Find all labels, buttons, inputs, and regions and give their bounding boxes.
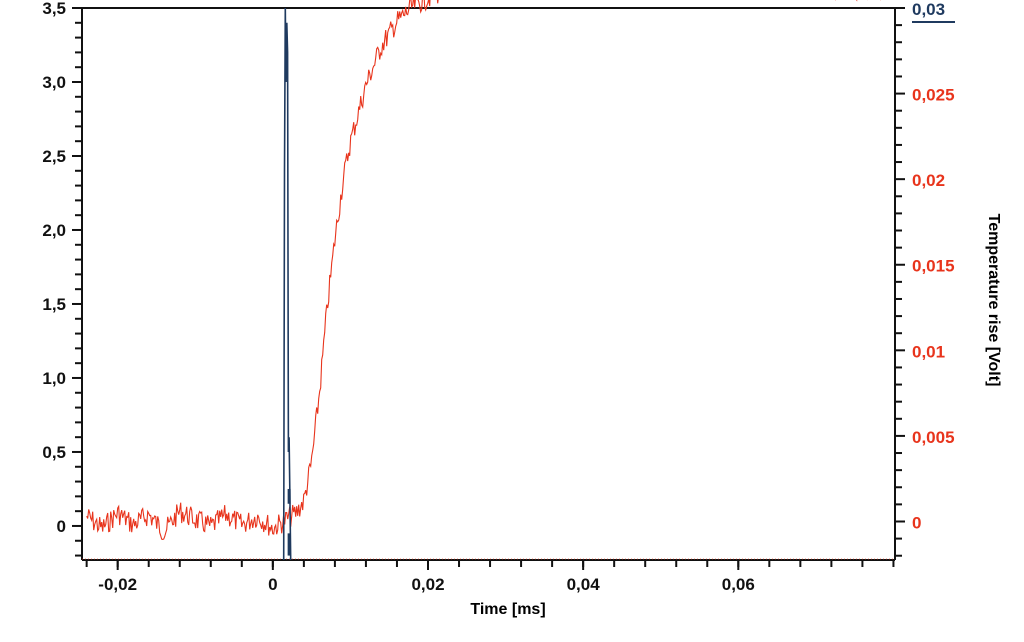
right-tick-label: 0,005 [912,428,955,447]
left-tick-label: 3,0 [42,73,66,92]
x-tick-label: 0,04 [567,575,601,594]
right-axis-title: Temperature rise [Volt] [985,214,1002,387]
left-tick-label: 1,0 [42,369,66,388]
axes [72,7,905,570]
right-tick-label: 0,01 [912,342,945,361]
right-tick-label: 0,025 [912,86,955,105]
pulse-series-mark [287,533,291,556]
temperature-series-line [86,0,881,540]
x-tick-label: 0 [268,575,277,594]
left-tick-label: 3,5 [42,0,66,18]
x-tick-label: 0,06 [722,575,755,594]
series-layer [82,0,895,561]
right-tick-label: 0 [912,513,921,532]
left-tick-label: 0,5 [42,443,66,462]
right-tick-label: 0,015 [912,257,955,276]
left-tick-label: 2,0 [42,221,66,240]
tick-labels: -0,02 0 0,02 0,04 0,06 0 0,5 1,0 1,5 2,0 2,5 3,0 3,5… [42,0,955,594]
pulse-series-line [282,7,292,561]
left-tick-label: 2,5 [42,147,66,166]
x-tick-label: 0,02 [411,575,444,594]
left-tick-label: 0 [57,517,66,536]
pulse-series-mark [287,488,291,504]
x-tick-label: -0,02 [98,575,137,594]
right-tick-label: 0,03 [912,0,945,19]
x-axis-title: Time [ms] [470,601,545,618]
right-tick-label: 0,02 [912,171,945,190]
left-tick-label: 1,5 [42,295,66,314]
